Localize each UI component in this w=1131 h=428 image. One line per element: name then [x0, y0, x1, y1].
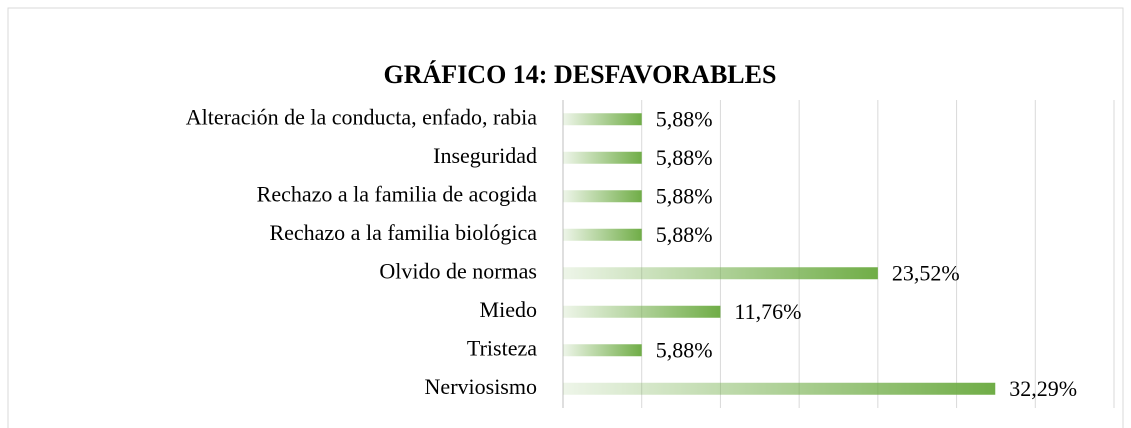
y-tick-label: Alteración de la conducta, enfado, rabia — [186, 104, 537, 129]
y-tick-label: Rechazo a la familia de acogida — [257, 181, 538, 206]
y-tick-label: Nerviosismo — [425, 374, 537, 399]
y-tick-label: Tristeza — [467, 335, 537, 360]
y-tick-label: Miedo — [480, 297, 537, 322]
data-label: 5,88% — [656, 106, 713, 131]
data-label: 5,88% — [656, 337, 713, 362]
bar — [563, 113, 642, 126]
bar — [563, 305, 721, 318]
data-label: 5,88% — [656, 183, 713, 208]
data-label: 23,52% — [892, 260, 960, 285]
bar — [563, 151, 642, 164]
y-tick-label: Olvido de normas — [379, 258, 537, 283]
bar — [563, 190, 642, 203]
data-label: 5,88% — [656, 145, 713, 170]
bar — [563, 382, 996, 395]
data-label: 32,29% — [1009, 376, 1077, 401]
y-tick-label: Rechazo a la familia biológica — [269, 220, 537, 245]
y-tick-label: Inseguridad — [433, 143, 537, 168]
chart-frame — [7, 7, 1124, 428]
data-label: 5,88% — [656, 222, 713, 247]
bar — [563, 344, 642, 357]
bar — [563, 228, 642, 241]
bar — [563, 267, 878, 280]
chart-title: GRÁFICO 14: DESFAVORABLES — [384, 60, 777, 89]
data-label: 11,76% — [734, 299, 801, 324]
